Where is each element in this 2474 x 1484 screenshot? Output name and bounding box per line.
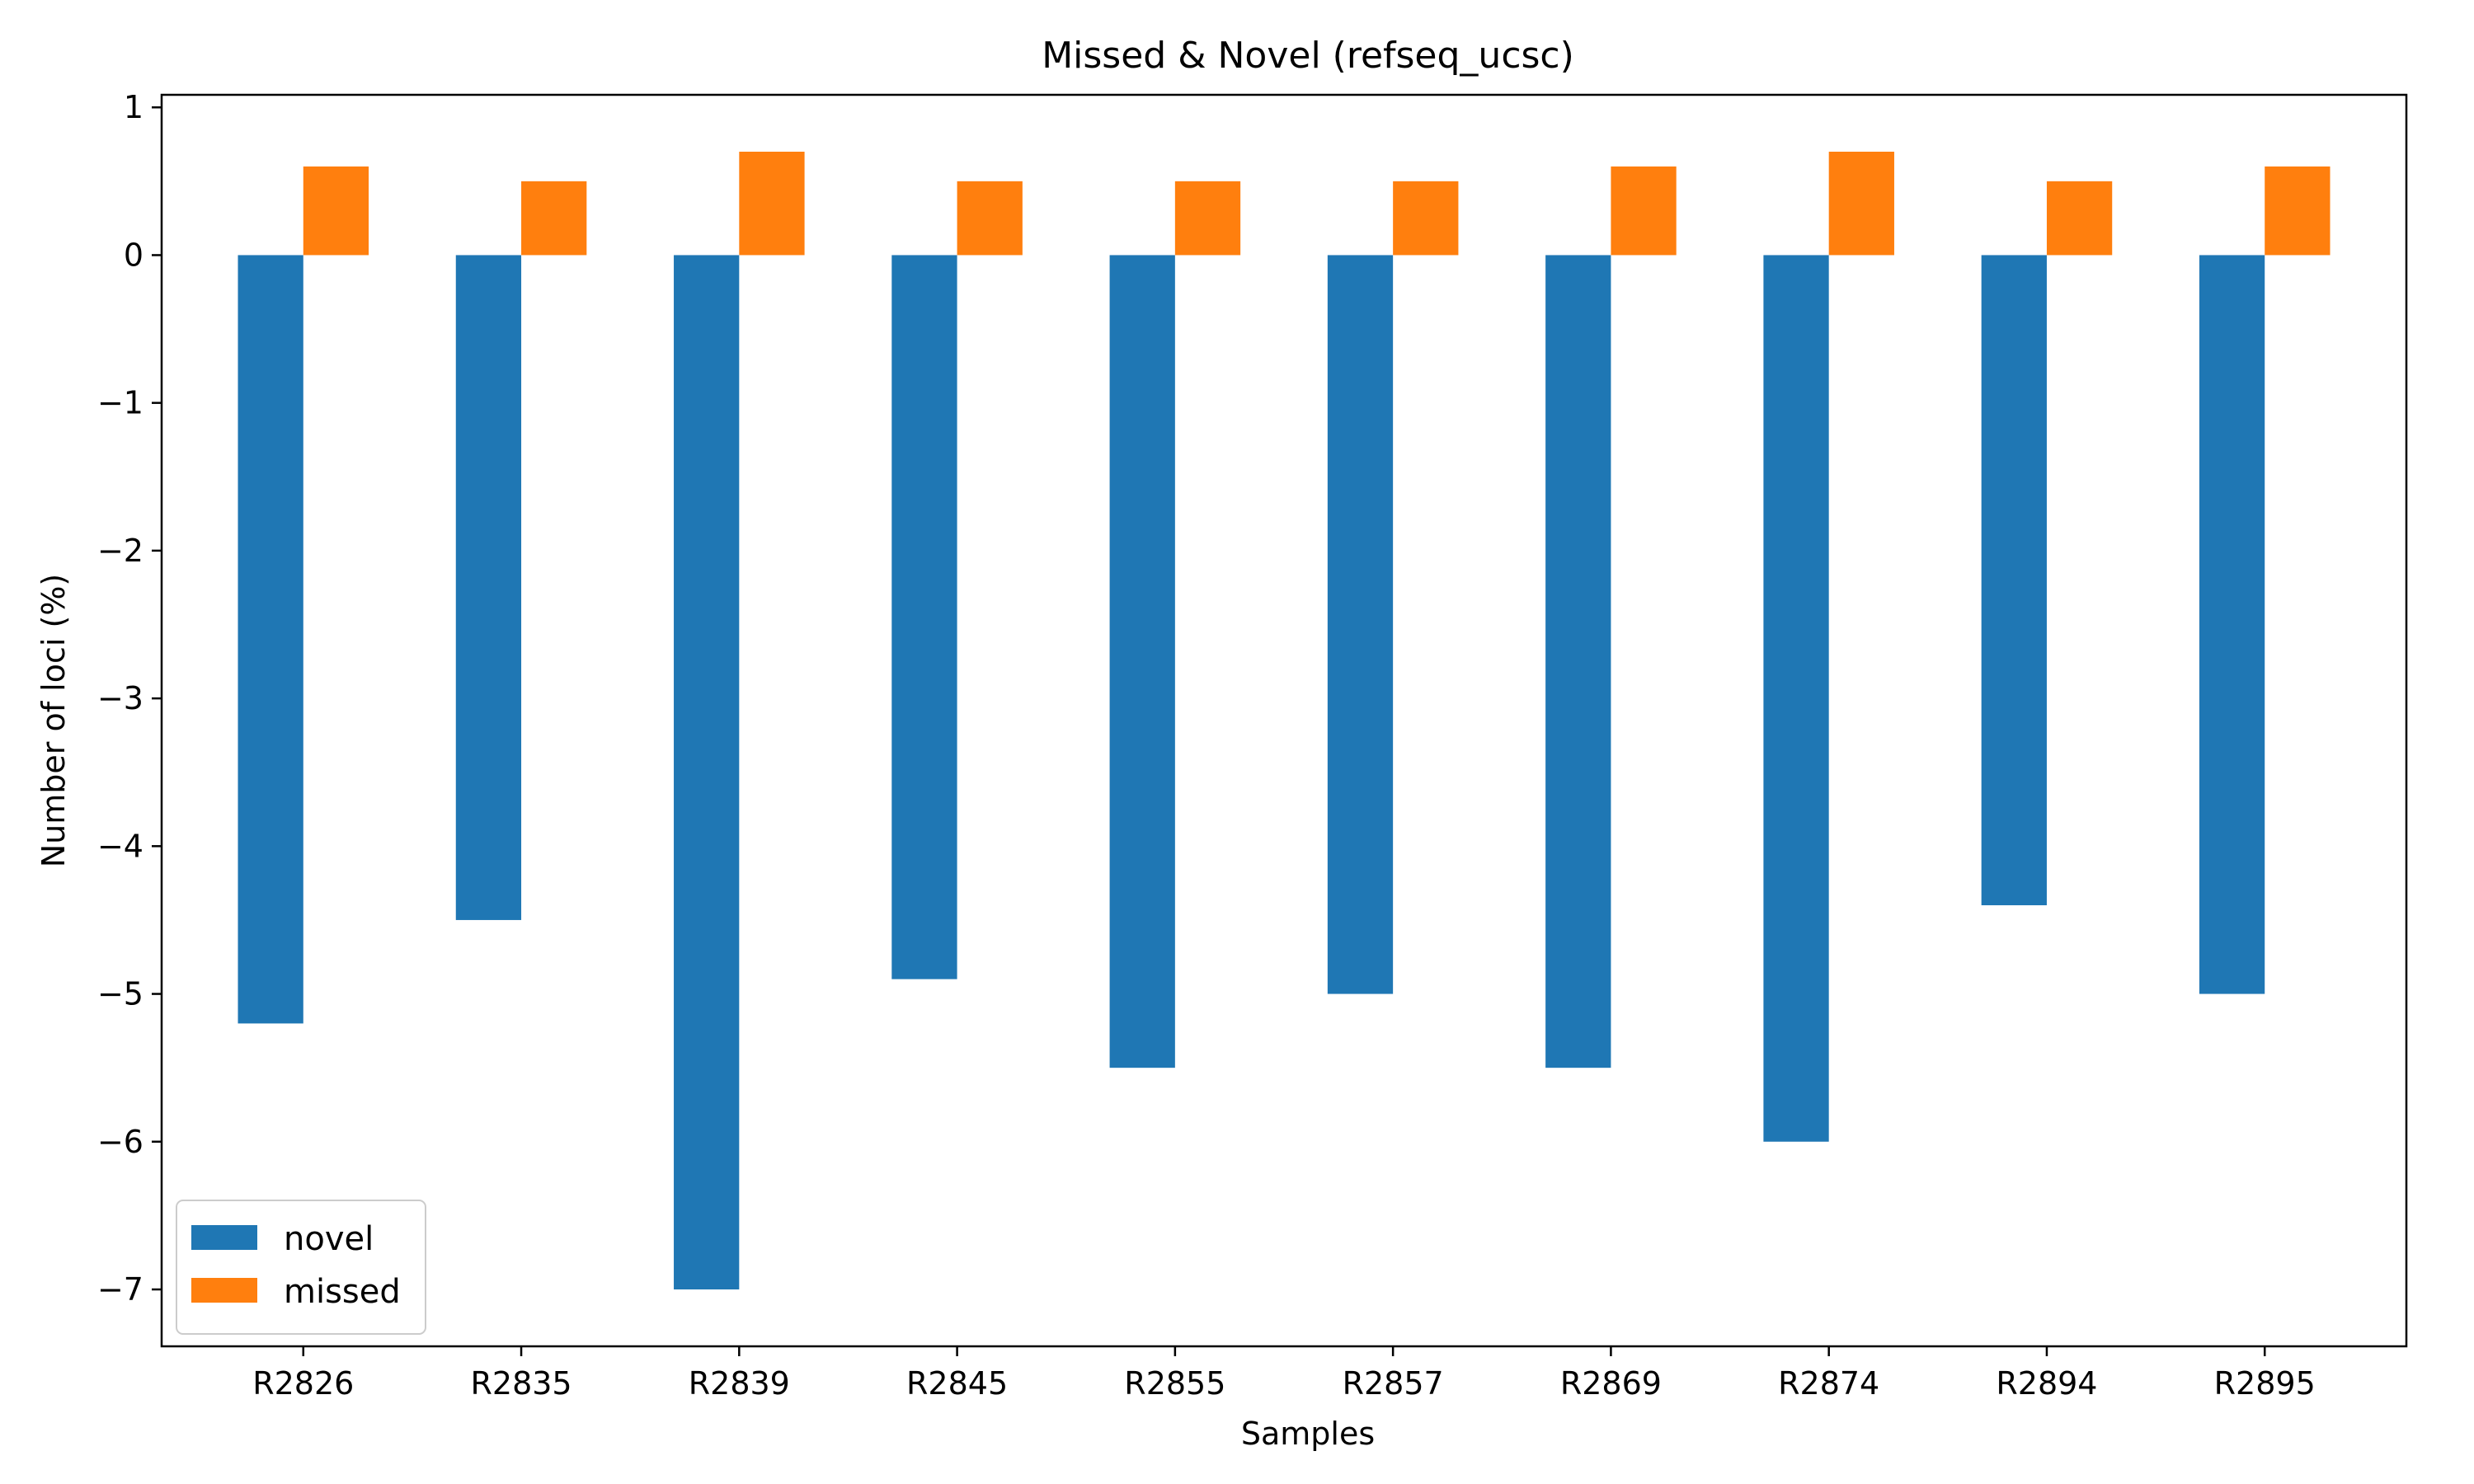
plot-frame: [160, 93, 2408, 1348]
bar-missed-R2835: [521, 181, 587, 256]
y-tick-label: −5: [97, 976, 143, 1012]
x-tick-label: R2855: [1124, 1365, 1225, 1402]
bar-missed-R2894: [2046, 181, 2113, 256]
bar-novel-R2894: [1981, 255, 2047, 906]
bars-layer: [238, 152, 2331, 1290]
x-tick-label: R2874: [1778, 1365, 1879, 1402]
x-tick-label: R2857: [1343, 1365, 1444, 1402]
bar-missed-R2845: [957, 181, 1023, 256]
bar-novel-R2874: [1763, 255, 1829, 1142]
legend-label-novel: novel: [284, 1220, 374, 1258]
bar-missed-R2869: [1611, 166, 1677, 256]
bar-novel-R2855: [1109, 255, 1175, 1068]
legend-label-missed: missed: [284, 1273, 401, 1311]
y-tick-label: −7: [97, 1271, 143, 1308]
y-tick-label: −1: [97, 385, 143, 421]
bar-missed-R2874: [1828, 152, 1894, 256]
bar-missed-R2855: [1174, 181, 1241, 256]
x-tick-label: R2835: [470, 1365, 571, 1402]
y-axis: 1 0 −1 −2 −3 −4 −5 −6 −7: [97, 89, 162, 1308]
bar-novel-R2895: [2199, 255, 2265, 994]
y-tick-label: 0: [124, 237, 143, 273]
bar-missed-R2839: [739, 152, 805, 256]
x-tick-label: R2894: [1996, 1365, 2097, 1402]
legend-swatch-missed: [191, 1278, 257, 1303]
x-tick-label: R2826: [252, 1365, 354, 1402]
bar-novel-R2869: [1545, 255, 1611, 1068]
y-tick-label: −6: [97, 1124, 143, 1160]
y-tick-label: −2: [97, 533, 143, 569]
y-tick-label: −3: [97, 680, 143, 716]
x-tick-label: R2895: [2214, 1365, 2316, 1402]
x-tick-label: R2845: [906, 1365, 1008, 1402]
x-axis: R2826 R2835 R2839 R2845 R2855 R2857 R2869 R2874…: [252, 1346, 2316, 1402]
bar-missed-R2826: [303, 166, 369, 256]
bar-novel-R2839: [674, 255, 740, 1290]
x-tick-label: R2869: [1560, 1365, 1662, 1402]
chart-title: Missed & Novel (refseq_ucsc): [1042, 35, 1574, 77]
x-tick-label: R2839: [689, 1365, 790, 1402]
y-axis-label: Number of loci (%): [35, 574, 72, 868]
bar-novel-R2845: [891, 255, 957, 979]
bar-novel-R2835: [455, 255, 522, 920]
y-tick-label: −4: [97, 828, 143, 864]
x-axis-label: Samples: [1241, 1416, 1375, 1452]
legend: novel missed: [176, 1200, 426, 1335]
bar-novel-R2826: [238, 255, 303, 1024]
y-tick-label: 1: [124, 89, 143, 125]
legend-swatch-novel: [191, 1225, 257, 1250]
bar-novel-R2857: [1327, 255, 1394, 994]
bar-missed-R2857: [1393, 181, 1459, 256]
bar-missed-R2895: [2265, 166, 2331, 256]
